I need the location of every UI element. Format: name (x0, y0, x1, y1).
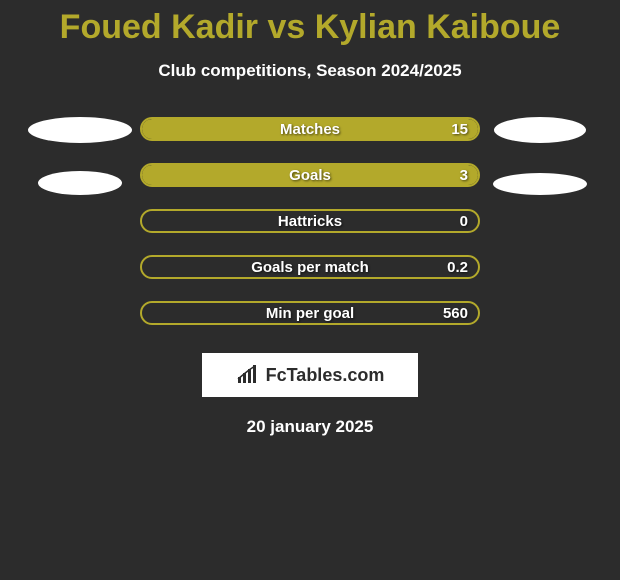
stat-bar-value: 560 (443, 303, 468, 323)
stat-bar-label: Matches (142, 119, 478, 139)
page-title: Foued Kadir vs Kylian Kaiboue (60, 8, 561, 47)
bar-chart-icon (236, 365, 260, 385)
left-ellipse-column (20, 117, 140, 195)
player-ellipse-right (493, 173, 587, 195)
infographic-root: Foued Kadir vs Kylian Kaiboue Club compe… (0, 0, 620, 437)
chart-area: Matches15 Goals3 Hattricks0 Goals per match… (0, 117, 620, 325)
stat-bar-value: 3 (460, 165, 468, 185)
player-ellipse-left (38, 171, 122, 195)
logo-box: FcTables.com (202, 353, 418, 397)
stat-bar-label: Goals (142, 165, 478, 185)
stat-bar: Min per goal560 (140, 301, 480, 325)
stat-bar-value: 0 (460, 211, 468, 231)
stat-bar: Goals per match0.2 (140, 255, 480, 279)
stat-bar-label: Hattricks (142, 211, 478, 231)
stat-bar-label: Goals per match (142, 257, 478, 277)
player-ellipse-right (494, 117, 586, 143)
date-text: 20 january 2025 (247, 417, 374, 437)
right-ellipse-column (480, 117, 600, 195)
stat-bars-column: Matches15 Goals3 Hattricks0 Goals per match… (140, 117, 480, 325)
stat-bar: Hattricks0 (140, 209, 480, 233)
player-ellipse-left (28, 117, 132, 143)
stat-bar-value: 0.2 (447, 257, 468, 277)
stat-bar-label: Min per goal (142, 303, 478, 323)
logo-text: FcTables.com (266, 365, 385, 386)
stat-bar: Matches15 (140, 117, 480, 141)
subtitle: Club competitions, Season 2024/2025 (158, 61, 461, 81)
stat-bar-value: 15 (451, 119, 468, 139)
stat-bar: Goals3 (140, 163, 480, 187)
